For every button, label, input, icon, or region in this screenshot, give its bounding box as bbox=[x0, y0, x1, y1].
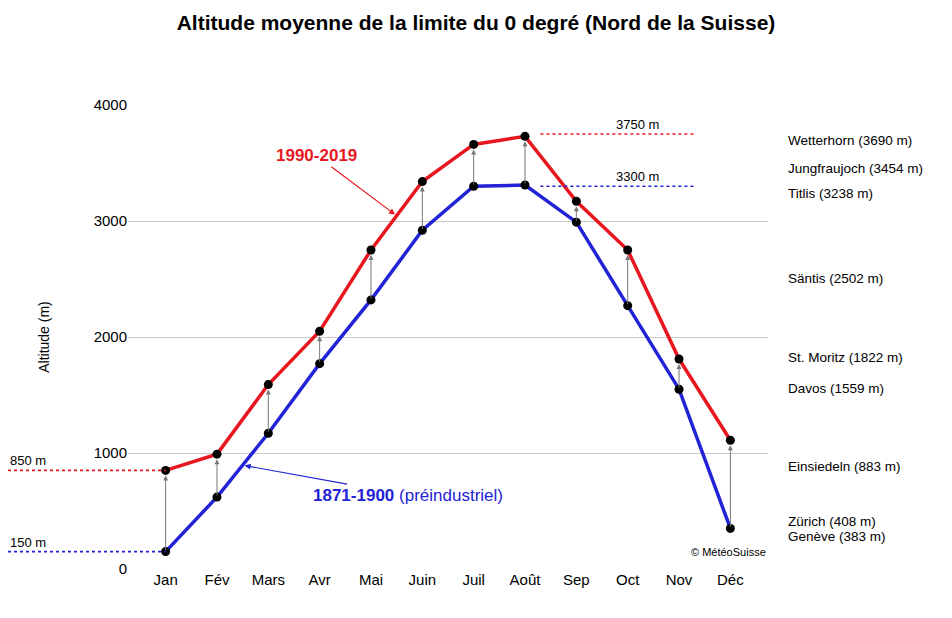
svg-text:Einsiedeln (883 m): Einsiedeln (883 m) bbox=[788, 459, 901, 474]
svg-text:Nov: Nov bbox=[666, 571, 693, 588]
svg-text:1000: 1000 bbox=[94, 444, 127, 461]
svg-text:Avr: Avr bbox=[309, 571, 331, 588]
svg-text:Jan: Jan bbox=[154, 571, 178, 588]
svg-text:Juin: Juin bbox=[409, 571, 437, 588]
svg-text:Davos (1559 m): Davos (1559 m) bbox=[788, 381, 884, 396]
svg-text:Déc: Déc bbox=[717, 571, 744, 588]
svg-text:Zürich (408 m): Zürich (408 m) bbox=[788, 514, 876, 529]
svg-text:3300 m: 3300 m bbox=[616, 169, 659, 184]
svg-text:Altitude moyenne de la limite: Altitude moyenne de la limite du 0 degré… bbox=[177, 11, 776, 34]
svg-text:St. Moritz (1822 m): St. Moritz (1822 m) bbox=[788, 350, 903, 365]
svg-text:3750 m: 3750 m bbox=[616, 117, 659, 132]
svg-text:Altitude (m): Altitude (m) bbox=[36, 301, 52, 373]
svg-text:Août: Août bbox=[510, 571, 542, 588]
svg-text:Mars: Mars bbox=[252, 571, 285, 588]
svg-text:Juil: Juil bbox=[462, 571, 485, 588]
svg-text:Säntis (2502 m): Säntis (2502 m) bbox=[788, 271, 883, 286]
svg-text:© MétéoSuisse: © MétéoSuisse bbox=[691, 546, 766, 558]
svg-text:Oct: Oct bbox=[616, 571, 640, 588]
svg-text:0: 0 bbox=[119, 560, 127, 577]
svg-text:4000: 4000 bbox=[94, 96, 127, 113]
svg-text:1871-1900 (préindustriel): 1871-1900 (préindustriel) bbox=[313, 486, 503, 505]
svg-text:Wetterhorn (3690 m): Wetterhorn (3690 m) bbox=[788, 133, 912, 148]
svg-text:850 m: 850 m bbox=[10, 453, 46, 468]
svg-text:150 m: 150 m bbox=[10, 535, 46, 550]
svg-text:1990-2019: 1990-2019 bbox=[276, 146, 357, 165]
svg-text:Fév: Fév bbox=[204, 571, 230, 588]
svg-text:Mai: Mai bbox=[359, 571, 383, 588]
svg-text:3000: 3000 bbox=[94, 212, 127, 229]
svg-text:Genève (383 m): Genève (383 m) bbox=[788, 529, 886, 544]
svg-text:2000: 2000 bbox=[94, 328, 127, 345]
svg-text:Jungfraujoch (3454 m): Jungfraujoch (3454 m) bbox=[788, 161, 923, 176]
svg-text:Sep: Sep bbox=[563, 571, 590, 588]
svg-text:Titlis (3238 m): Titlis (3238 m) bbox=[788, 186, 873, 201]
